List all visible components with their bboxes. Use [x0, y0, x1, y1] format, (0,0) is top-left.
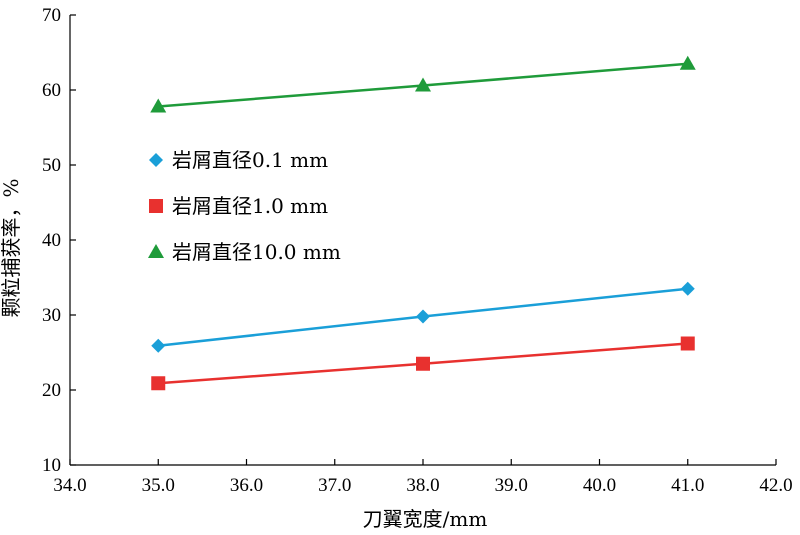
series-1: [151, 281, 695, 353]
x-tick-label: 36.0: [230, 475, 263, 496]
series-layer: [150, 55, 696, 391]
data-point: [416, 356, 430, 371]
y-tick-label: 10: [42, 455, 61, 476]
data-point: [679, 55, 696, 70]
legend-label: 岩屑直径0.1 mm: [172, 148, 328, 172]
x-tick-label: 38.0: [406, 475, 439, 496]
x-tick-label: 41.0: [671, 475, 704, 496]
legend-marker: [149, 153, 163, 167]
data-point: [150, 98, 167, 113]
y-tick-label: 70: [42, 5, 61, 26]
y-tick-label: 20: [42, 380, 61, 401]
legend-marker: [149, 199, 163, 213]
data-point: [680, 336, 695, 351]
legend-label: 岩屑直径10.0 mm: [172, 240, 341, 264]
axes: 10 20 30 40 50 60 70 34.0 35.0 36.0 37.0 38.0 39.0 40…: [42, 5, 793, 496]
data-point: [680, 281, 695, 296]
data-point: [151, 376, 166, 391]
legend-label: 岩屑直径1.0 mm: [172, 194, 328, 218]
x-tick-label: 35.0: [142, 475, 175, 496]
data-point: [151, 338, 166, 353]
x-tick-label: 37.0: [318, 475, 351, 496]
y-tick-label: 40: [42, 230, 61, 251]
y-tick-label: 30: [42, 305, 61, 326]
legend-entry: 岩屑直径0.1 mm: [149, 148, 328, 172]
x-tick-label: 39.0: [495, 475, 528, 496]
y-tick-label: 60: [42, 80, 61, 101]
data-point: [415, 77, 431, 92]
x-tick-label: 42.0: [759, 475, 792, 496]
legend-marker: [148, 244, 164, 258]
data-point: [416, 309, 430, 324]
x-tick-label: 40.0: [583, 475, 616, 496]
x-tick-label: 34.0: [53, 475, 86, 496]
y-axis-title: 颗粒捕获率，%: [0, 178, 23, 317]
series-2: [151, 336, 695, 391]
y-tick-label: 50: [42, 155, 61, 176]
series-3: [150, 55, 696, 113]
legend-entry: 岩屑直径1.0 mm: [149, 194, 328, 218]
legend: 岩屑直径0.1 mm 岩屑直径1.0 mm 岩屑直径10.0 mm: [148, 148, 341, 264]
x-axis-title: 刀翼宽度/mm: [363, 507, 488, 531]
legend-entry: 岩屑直径10.0 mm: [148, 240, 341, 264]
